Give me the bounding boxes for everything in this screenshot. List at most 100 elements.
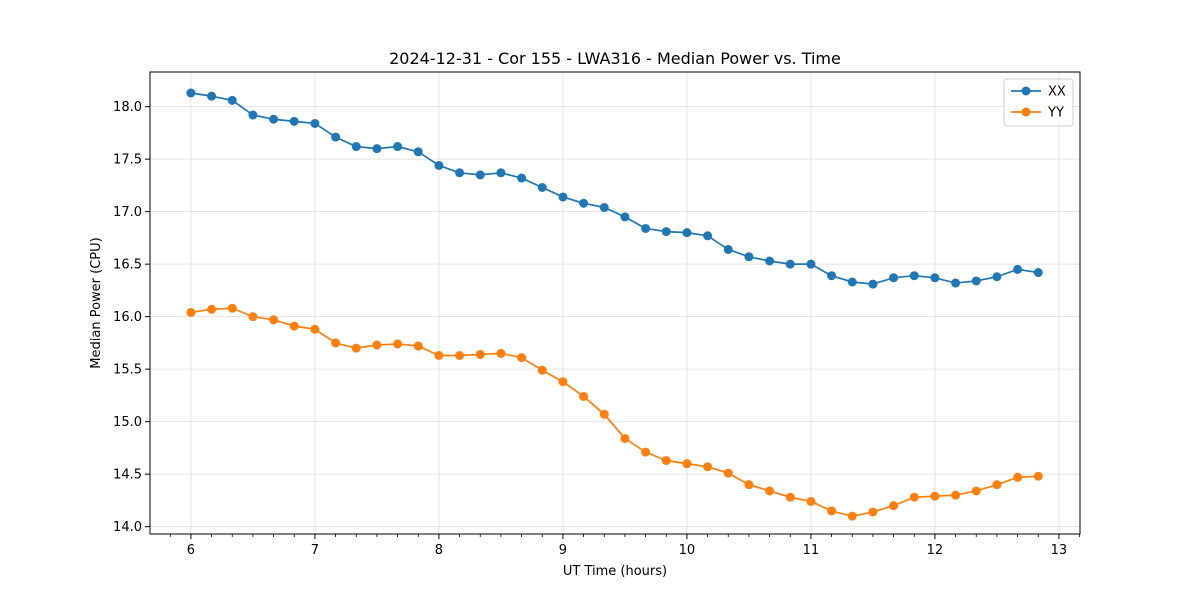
- data-point-yy: [703, 462, 713, 472]
- data-point-xx: [703, 231, 713, 241]
- data-point-yy: [951, 490, 961, 500]
- x-tick-label: 7: [311, 543, 319, 558]
- data-point-xx: [785, 259, 795, 269]
- data-point-xx: [847, 277, 857, 287]
- data-point-yy: [723, 468, 733, 478]
- data-point-xx: [310, 118, 320, 128]
- data-point-yy: [269, 315, 279, 325]
- data-point-xx: [806, 259, 816, 269]
- data-point-xx: [558, 192, 568, 202]
- data-point-yy: [827, 506, 837, 516]
- data-point-xx: [1033, 268, 1043, 278]
- data-point-yy: [661, 456, 671, 465]
- data-point-xx: [269, 114, 279, 124]
- y-tick-label: 17.5: [113, 153, 142, 168]
- y-tick-label: 16.5: [113, 258, 142, 273]
- x-tick-label: 10: [679, 543, 696, 558]
- data-point-yy: [248, 312, 258, 322]
- data-point-yy: [806, 496, 816, 506]
- data-point-yy: [186, 307, 196, 317]
- data-point-xx: [207, 91, 217, 101]
- data-point-xx: [372, 144, 382, 154]
- data-point-yy: [599, 409, 609, 419]
- data-point-xx: [723, 244, 733, 254]
- data-point-yy: [641, 447, 651, 457]
- data-point-yy: [930, 491, 940, 501]
- legend-label-yy: YY: [1047, 106, 1064, 121]
- data-point-xx: [289, 116, 299, 126]
- y-tick-label: 14.0: [113, 520, 142, 535]
- data-point-yy: [889, 501, 899, 511]
- data-point-xx: [517, 173, 527, 183]
- data-point-yy: [207, 304, 217, 314]
- y-tick-label: 17.0: [113, 205, 142, 220]
- y-axis-title: Median Power (CPU): [89, 237, 104, 368]
- data-point-xx: [868, 279, 878, 289]
- y-tick-label: 15.0: [113, 415, 142, 430]
- data-point-xx: [1013, 264, 1023, 274]
- data-point-xx: [537, 183, 547, 192]
- data-point-xx: [971, 276, 981, 286]
- data-point-xx: [930, 273, 940, 283]
- data-point-yy: [413, 341, 423, 351]
- data-point-yy: [579, 391, 589, 401]
- data-point-yy: [868, 507, 878, 517]
- data-point-xx: [248, 110, 258, 120]
- data-point-xx: [661, 227, 671, 237]
- data-point-yy: [992, 480, 1002, 490]
- data-point-xx: [992, 272, 1002, 282]
- data-point-yy: [744, 480, 754, 490]
- legend-label-xx: XX: [1048, 85, 1066, 100]
- data-point-xx: [455, 168, 465, 178]
- data-point-xx: [682, 228, 692, 238]
- legend-marker-xx: [1021, 86, 1031, 96]
- axis-ticks: 6 7 8 9 10 11 12 13 14.0 14.5 15.0 15.5 16.0 16.5 17.0…: [113, 100, 1080, 558]
- data-point-yy: [372, 340, 382, 350]
- data-point-yy: [537, 365, 547, 375]
- plot-frame: [149, 71, 1081, 535]
- data-point-xx: [496, 168, 506, 178]
- data-point-xx: [475, 170, 485, 180]
- x-tick-label: 8: [435, 543, 443, 558]
- data-point-yy: [455, 351, 465, 360]
- x-tick-label: 12: [927, 543, 944, 558]
- chart-title: 2024-12-31 - Cor 155 - LWA316 - Median P…: [389, 49, 841, 68]
- data-point-yy: [351, 343, 361, 353]
- data-point-xx: [186, 88, 196, 98]
- y-tick-label: 15.5: [113, 363, 142, 378]
- x-axis-title: UT Time (hours): [563, 564, 667, 579]
- y-tick-label: 16.0: [113, 310, 142, 325]
- y-tick-label: 18.0: [113, 100, 142, 115]
- data-point-yy: [971, 486, 981, 496]
- legend: XX YY: [1003, 78, 1074, 127]
- series-layer: [186, 88, 1043, 521]
- data-point-xx: [765, 256, 775, 266]
- x-tick-label: 6: [187, 543, 195, 558]
- data-point-yy: [765, 486, 775, 496]
- data-point-yy: [434, 351, 444, 360]
- x-tick-label: 11: [803, 543, 820, 558]
- data-point-yy: [310, 324, 320, 334]
- data-point-xx: [889, 273, 899, 283]
- data-point-xx: [620, 212, 630, 222]
- legend-marker-yy: [1021, 107, 1031, 117]
- data-point-yy: [496, 348, 506, 358]
- data-point-yy: [909, 492, 919, 502]
- data-point-yy: [785, 492, 795, 502]
- data-point-xx: [951, 278, 961, 288]
- data-point-yy: [517, 353, 527, 363]
- data-point-yy: [289, 321, 299, 331]
- data-point-yy: [1033, 471, 1043, 481]
- data-point-xx: [413, 147, 423, 157]
- data-point-xx: [599, 202, 609, 212]
- data-point-yy: [682, 459, 692, 469]
- data-point-xx: [393, 142, 403, 152]
- data-point-yy: [558, 377, 568, 387]
- data-point-xx: [744, 252, 754, 262]
- data-point-yy: [1013, 472, 1023, 482]
- data-point-xx: [909, 271, 919, 281]
- x-tick-label: 9: [559, 543, 567, 558]
- data-point-yy: [847, 511, 857, 521]
